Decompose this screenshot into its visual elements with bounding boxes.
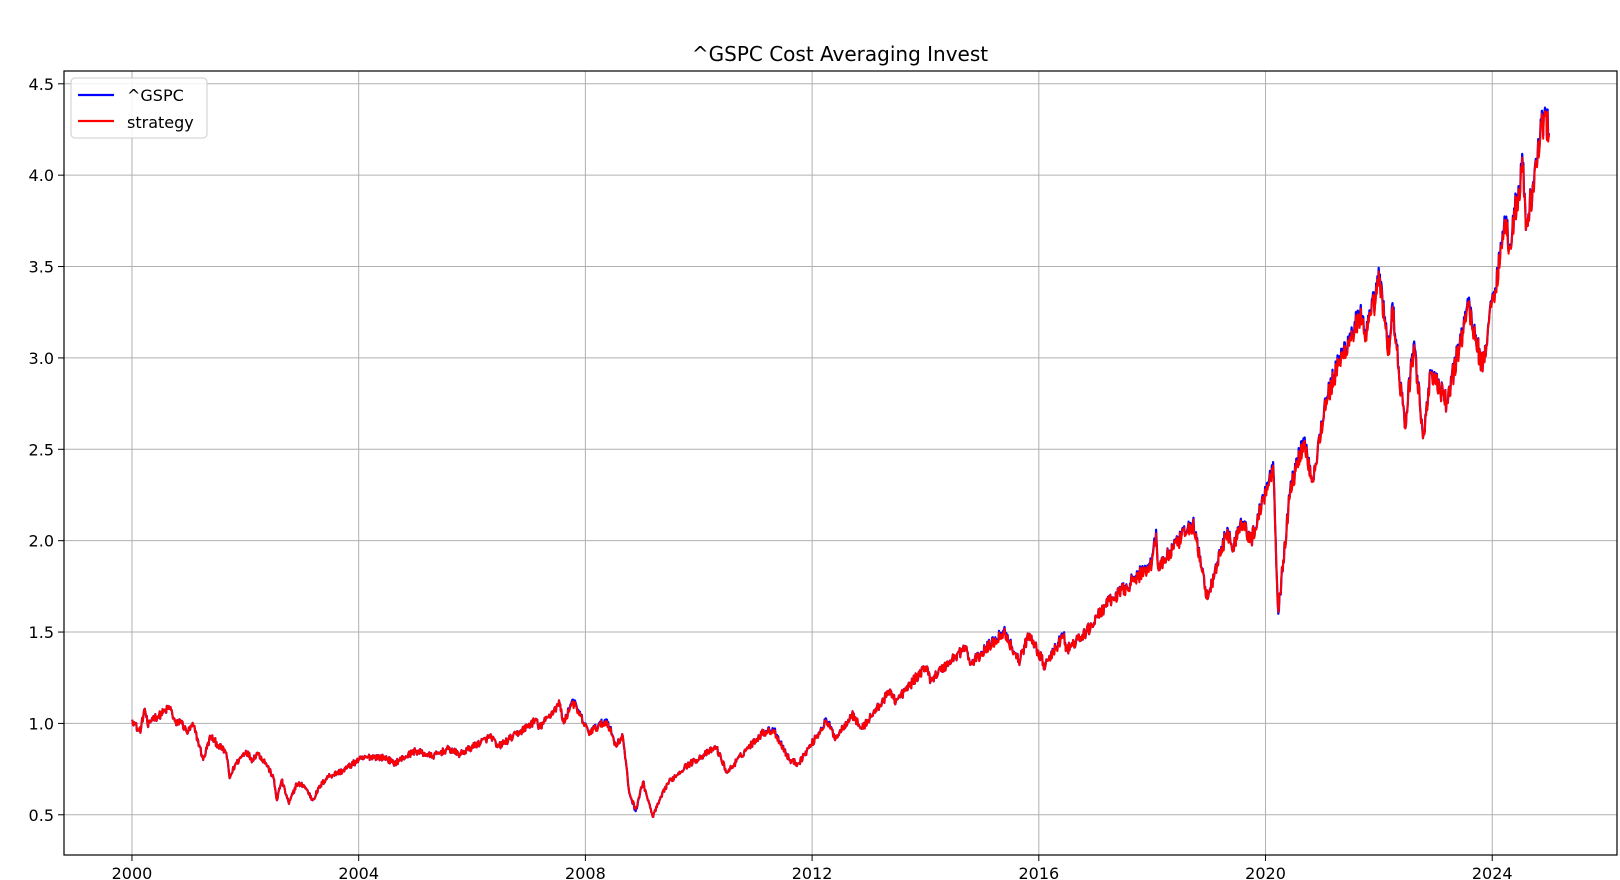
legend-label-gspc: ^GSPC	[127, 86, 184, 105]
legend-label-strategy: strategy	[127, 113, 194, 132]
x-axis: 2000 2004 2008 2012 2016 2020 2024	[112, 855, 1513, 880]
chart-title: ^GSPC Cost Averaging Invest	[692, 42, 988, 66]
x-tick-label: 2020	[1245, 864, 1286, 880]
legend: ^GSPC strategy	[70, 77, 208, 139]
y-tick-label: 1.0	[29, 714, 54, 733]
x-tick-label: 2004	[338, 864, 379, 880]
x-tick-label: 2000	[112, 864, 153, 880]
plot-series	[131, 106, 1550, 819]
x-tick-label: 2016	[1018, 864, 1059, 880]
y-tick-label: 1.5	[29, 623, 54, 642]
x-tick-label: 2008	[565, 864, 606, 880]
y-tick-label: 4.0	[29, 166, 54, 185]
y-tick-label: 0.5	[29, 806, 54, 825]
y-axis: 0.5 1.0 1.5 2.0 2.5 3.0 3.5 4.0 4.5	[29, 75, 64, 825]
y-tick-label: 3.0	[29, 349, 54, 368]
legend-box	[70, 77, 208, 139]
x-tick-label: 2012	[792, 864, 833, 880]
y-tick-label: 4.5	[29, 75, 54, 94]
grid	[64, 71, 1617, 855]
series-line-strategy	[131, 110, 1550, 818]
y-tick-label: 2.0	[29, 532, 54, 551]
plot-frame	[63, 70, 1618, 856]
x-tick-label: 2024	[1472, 864, 1513, 880]
y-tick-label: 2.5	[29, 440, 54, 459]
y-tick-label: 3.5	[29, 258, 54, 277]
